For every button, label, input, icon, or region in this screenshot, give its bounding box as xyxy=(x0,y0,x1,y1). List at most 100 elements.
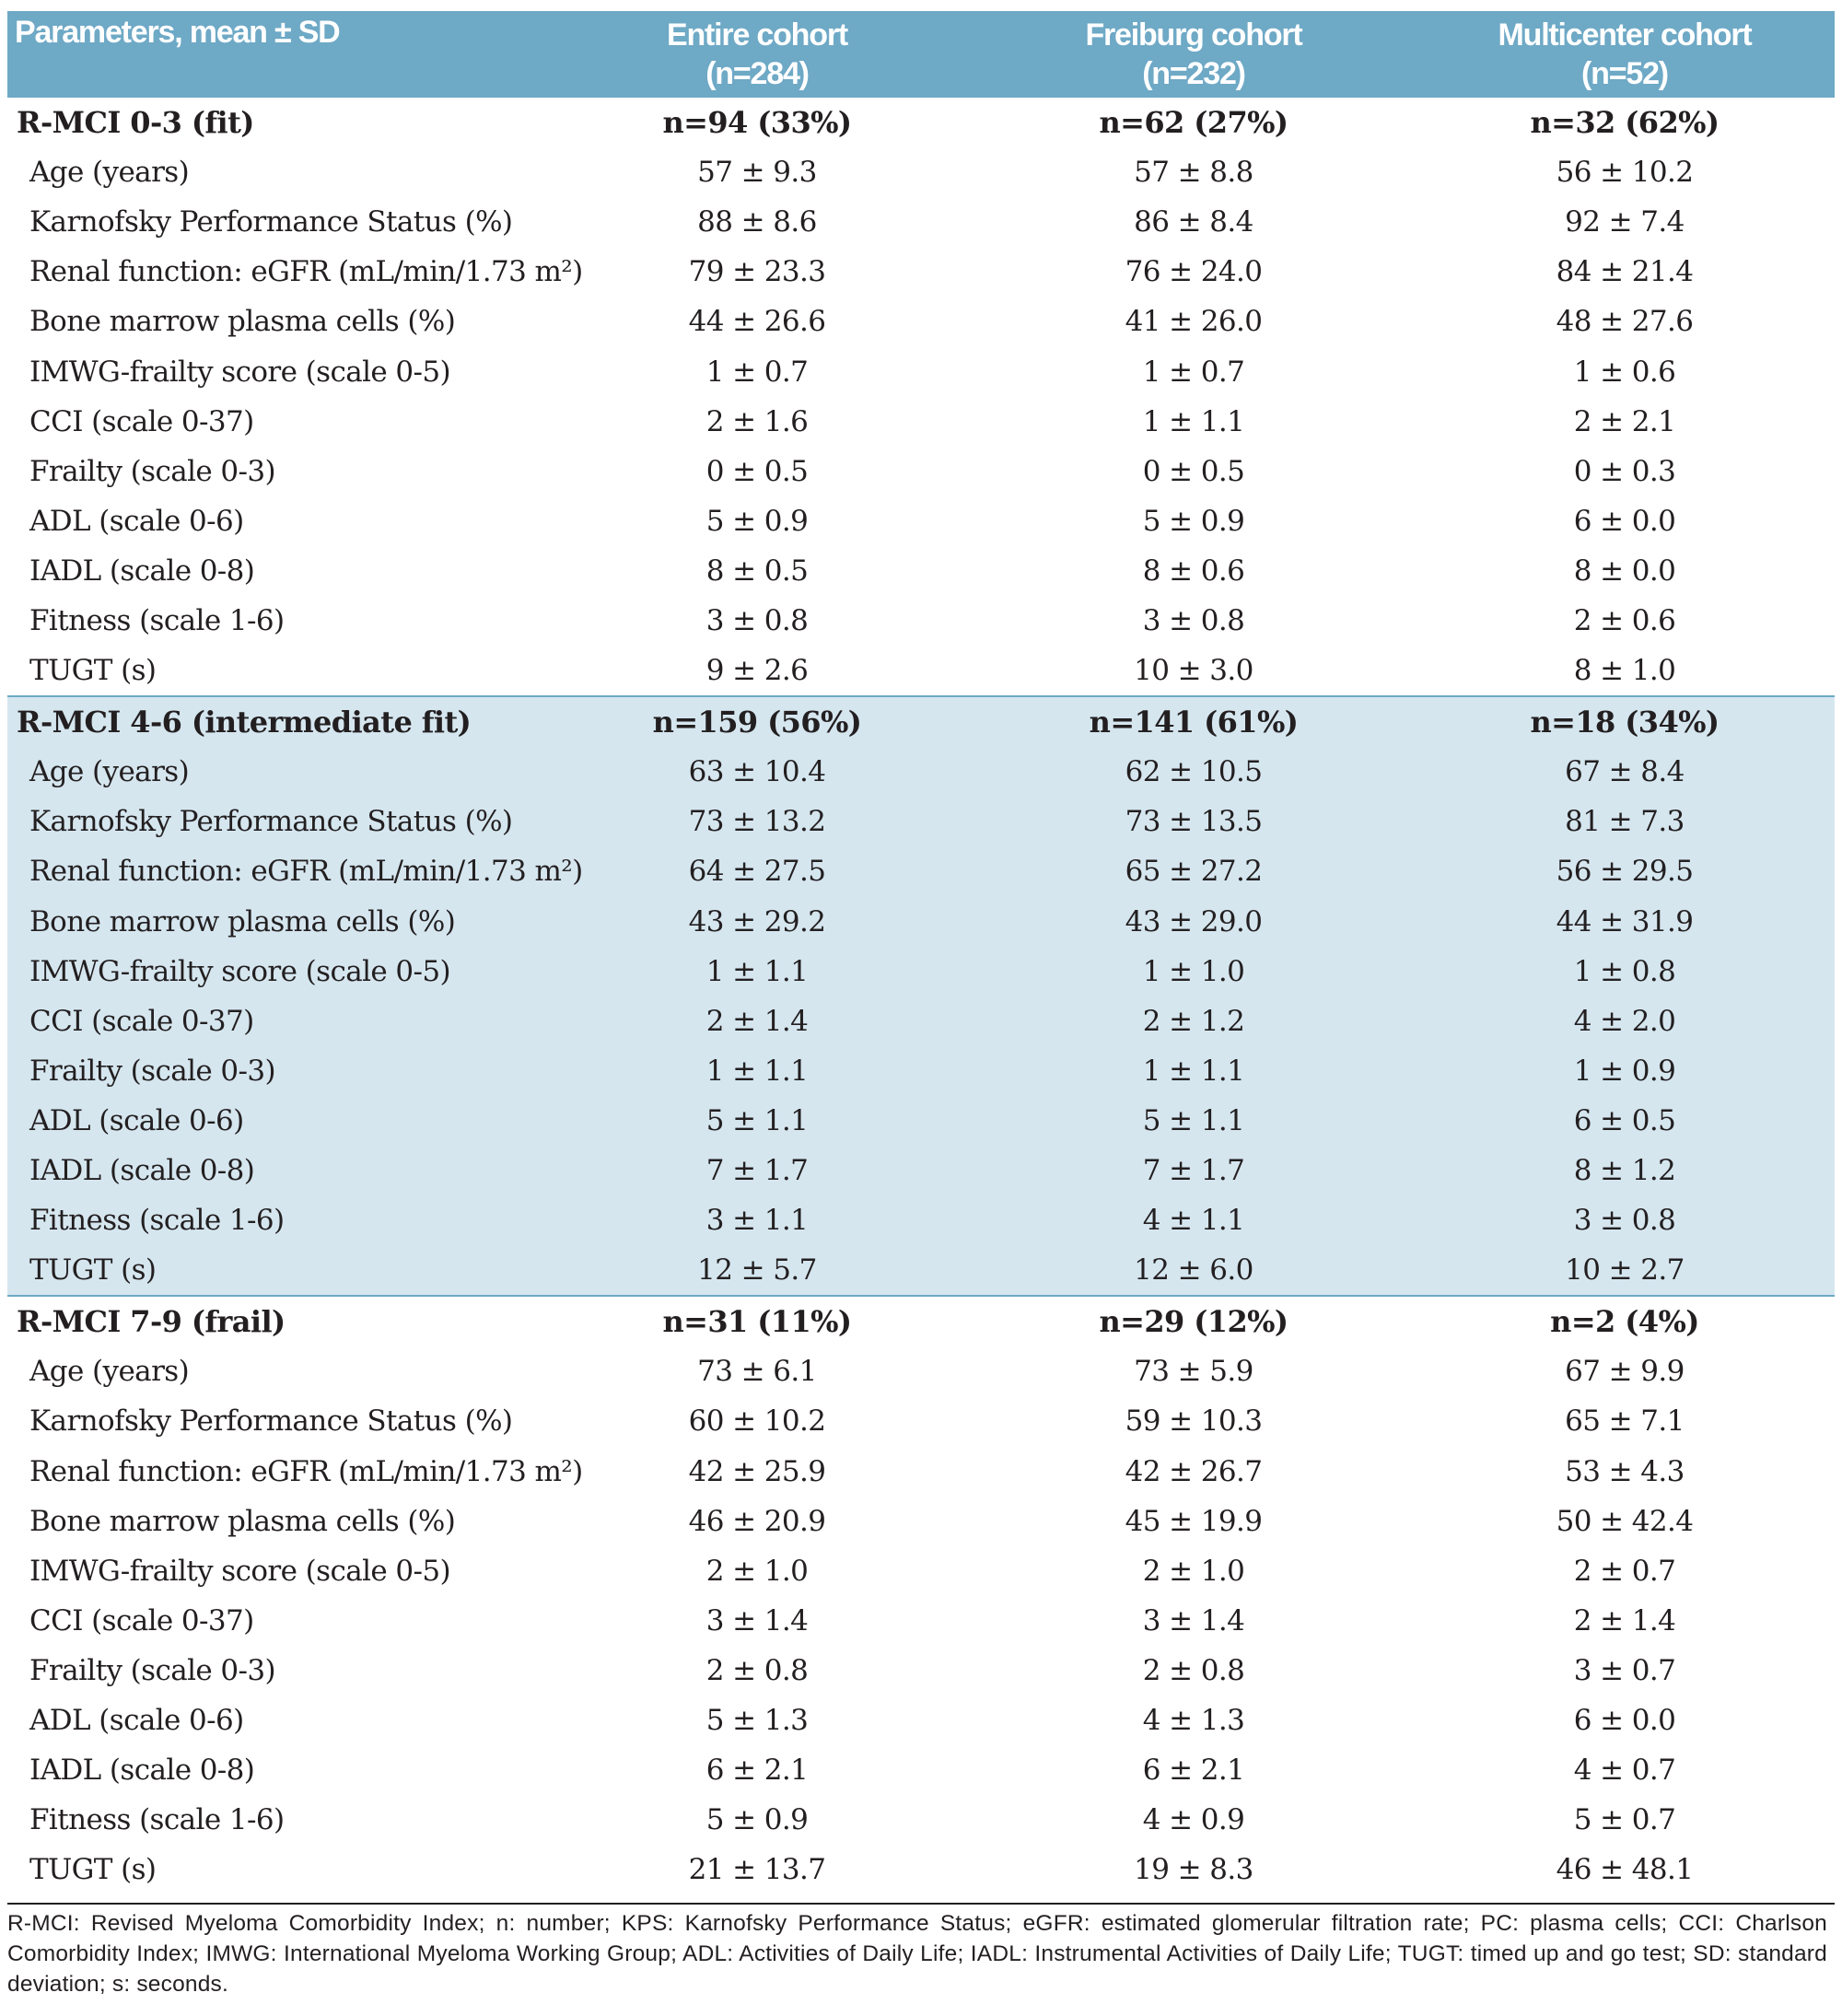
table-row: Age (years) 63 ± 10.4 62 ± 10.5 67 ± 8.4 xyxy=(7,747,1835,798)
value-entire: 43 ± 29.2 xyxy=(542,896,973,947)
value-multicenter: 10 ± 2.7 xyxy=(1415,1245,1835,1298)
value-freiburg: 10 ± 3.0 xyxy=(1134,654,1253,688)
value-multicenter: 2 ± 0.6 xyxy=(1573,603,1676,637)
value-multicenter: 8 ± 0.0 xyxy=(1573,554,1676,588)
value-freiburg: 4 ± 1.3 xyxy=(1142,1704,1245,1738)
table-row: CCI (scale 0-37) 3 ± 1.4 3 ± 1.4 2 ± 1.4 xyxy=(7,1596,1835,1646)
row-parameter: Karnofsky Performance Status (%) xyxy=(29,1404,513,1439)
value-multicenter: 53 ± 4.3 xyxy=(1565,1454,1685,1488)
row-parameter: Bone marrow plasma cells (%) xyxy=(7,896,542,947)
group-label: R-MCI 0-3 (fit) xyxy=(17,105,254,141)
table-row: Renal function: eGFR (mL/min/1.73 m²) 79 … xyxy=(7,247,1835,297)
row-parameter: IMWG-frailty score (scale 0-5) xyxy=(7,946,542,996)
value-entire: 3 ± 1.1 xyxy=(542,1195,973,1246)
group-label: R-MCI 7-9 (frail) xyxy=(17,1304,286,1340)
group-count-freiburg: n=62 (27%) xyxy=(1099,105,1289,141)
group-count-multicenter: n=2 (4%) xyxy=(1550,1304,1699,1340)
value-freiburg: 2 ± 1.2 xyxy=(973,996,1415,1046)
value-entire: 2 ± 1.0 xyxy=(705,1554,809,1588)
table-row: IMWG-frailty score (scale 0-5) 1 ± 0.7 1 ±… xyxy=(7,346,1835,396)
group-count-entire: n=31 (11%) xyxy=(662,1304,853,1340)
value-entire: 46 ± 20.9 xyxy=(688,1504,826,1538)
value-multicenter: 6 ± 0.0 xyxy=(1573,1704,1676,1738)
cohort-table: Parameters, mean ± SD Entire cohort (n=2… xyxy=(7,11,1835,1894)
value-entire: 1 ± 1.1 xyxy=(542,1045,973,1096)
row-parameter: Fitness (scale 1-6) xyxy=(29,1803,285,1837)
header-row: Parameters, mean ± SD Entire cohort (n=2… xyxy=(7,11,1835,98)
value-multicenter: 0 ± 0.3 xyxy=(1573,454,1676,488)
table-footnote: R-MCI: Revised Myeloma Comorbidity Index… xyxy=(7,1911,1827,1997)
table-row: Frailty (scale 0-3) 0 ± 0.5 0 ± 0.5 0 ± 0.3 xyxy=(7,447,1835,496)
value-multicenter: 5 ± 0.7 xyxy=(1573,1803,1676,1837)
value-entire: 79 ± 23.3 xyxy=(688,255,826,289)
row-parameter: Age (years) xyxy=(29,156,190,190)
value-freiburg: 62 ± 10.5 xyxy=(973,747,1415,798)
row-parameter: Bone marrow plasma cells (%) xyxy=(29,1504,456,1538)
table-row: IMWG-frailty score (scale 0-5) 1 ± 1.1 1 ±… xyxy=(7,946,1835,996)
table-row: IMWG-frailty score (scale 0-5) 2 ± 1.0 2 ±… xyxy=(7,1546,1835,1596)
table-row: Renal function: eGFR (mL/min/1.73 m²) 42 … xyxy=(7,1447,1835,1497)
header-freiburg-name: Freiburg cohort xyxy=(1085,17,1302,52)
value-entire: 57 ± 9.3 xyxy=(697,156,817,190)
value-entire: 73 ± 13.2 xyxy=(542,797,973,847)
value-entire: 12 ± 5.7 xyxy=(542,1245,973,1298)
group-count-freiburg: n=29 (12%) xyxy=(1099,1304,1289,1340)
header-multi-name: Multicenter cohort xyxy=(1498,17,1753,52)
row-parameter: CCI (scale 0-37) xyxy=(29,1603,254,1637)
table-row: Karnofsky Performance Status (%) 60 ± 10.… xyxy=(7,1396,1835,1446)
value-freiburg: 3 ± 1.4 xyxy=(1142,1603,1245,1637)
table-row: IADL (scale 0-8) 8 ± 0.5 8 ± 0.6 8 ± 0.0 xyxy=(7,546,1835,596)
row-parameter: IMWG-frailty score (scale 0-5) xyxy=(29,355,451,389)
value-freiburg: 6 ± 2.1 xyxy=(1142,1754,1245,1788)
value-multicenter: 2 ± 1.4 xyxy=(1573,1603,1676,1637)
group-count-multicenter: n=32 (62%) xyxy=(1530,105,1720,141)
table-row: Karnofsky Performance Status (%) 88 ± 8.6… xyxy=(7,197,1835,247)
value-entire: 9 ± 2.6 xyxy=(705,654,809,688)
table-row: Karnofsky Performance Status (%) 73 ± 13.… xyxy=(7,797,1835,847)
header-parameters: Parameters, mean ± SD xyxy=(7,11,542,98)
header-entire-cohort: Entire cohort (n=284) xyxy=(542,11,973,98)
header-freiburg-n: (n=232) xyxy=(1142,56,1246,91)
row-parameter: Age (years) xyxy=(29,1355,190,1389)
value-freiburg: 73 ± 13.5 xyxy=(973,797,1415,847)
group-count-entire: n=94 (33%) xyxy=(662,105,853,141)
value-entire: 5 ± 0.9 xyxy=(705,1803,809,1837)
value-freiburg: 86 ± 8.4 xyxy=(1134,205,1253,239)
value-entire: 60 ± 10.2 xyxy=(688,1404,826,1439)
value-freiburg: 59 ± 10.3 xyxy=(1125,1404,1263,1439)
value-freiburg: 12 ± 6.0 xyxy=(973,1245,1415,1298)
table-row: Bone marrow plasma cells (%) 44 ± 26.6 41 … xyxy=(7,297,1835,346)
header-freiburg-cohort: Freiburg cohort (n=232) xyxy=(973,11,1415,98)
table-row: Frailty (scale 0-3) 2 ± 0.8 2 ± 0.8 3 ± 0.7 xyxy=(7,1646,1835,1696)
value-entire: 8 ± 0.5 xyxy=(705,554,809,588)
table-row: ADL (scale 0-6) 5 ± 1.3 4 ± 1.3 6 ± 0.0 xyxy=(7,1696,1835,1745)
value-multicenter: 56 ± 29.5 xyxy=(1415,846,1835,897)
group-header-row: R-MCI 4-6 (intermediate fit) n=159 (56%) n… xyxy=(7,695,1835,748)
row-parameter: CCI (scale 0-37) xyxy=(7,996,542,1046)
value-multicenter: 44 ± 31.9 xyxy=(1415,896,1835,947)
value-multicenter: 6 ± 0.5 xyxy=(1415,1095,1835,1146)
row-parameter: IADL (scale 0-8) xyxy=(29,554,255,588)
row-parameter: ADL (scale 0-6) xyxy=(29,1704,244,1738)
value-multicenter: 2 ± 0.7 xyxy=(1573,1554,1676,1588)
value-freiburg: 1 ± 1.1 xyxy=(973,1045,1415,1096)
value-freiburg: 3 ± 0.8 xyxy=(1142,603,1245,637)
row-parameter: Karnofsky Performance Status (%) xyxy=(7,797,542,847)
value-multicenter: 6 ± 0.0 xyxy=(1573,504,1676,538)
value-multicenter: 4 ± 2.0 xyxy=(1415,996,1835,1046)
table-container: Parameters, mean ± SD Entire cohort (n=2… xyxy=(7,11,1835,1894)
value-freiburg: 8 ± 0.6 xyxy=(1142,554,1245,588)
value-multicenter: 81 ± 7.3 xyxy=(1415,797,1835,847)
group-label: R-MCI 4-6 (intermediate fit) xyxy=(7,695,542,748)
row-parameter: ADL (scale 0-6) xyxy=(29,504,244,538)
value-multicenter: 1 ± 0.9 xyxy=(1415,1045,1835,1096)
value-multicenter: 46 ± 48.1 xyxy=(1556,1853,1694,1887)
value-freiburg: 65 ± 27.2 xyxy=(973,846,1415,897)
table-row: Fitness (scale 1-6) 3 ± 1.1 4 ± 1.1 3 ± 0.8 xyxy=(7,1195,1835,1246)
value-freiburg: 43 ± 29.0 xyxy=(973,896,1415,947)
group-fit: R-MCI 0-3 (fit) n=94 (33%) n=62 (27%) n=32 … xyxy=(7,98,1835,696)
value-entire: 1 ± 0.7 xyxy=(705,355,809,389)
header-entire-name: Entire cohort xyxy=(667,17,848,52)
value-entire: 21 ± 13.7 xyxy=(688,1853,826,1887)
value-freiburg: 4 ± 0.9 xyxy=(1142,1803,1245,1837)
